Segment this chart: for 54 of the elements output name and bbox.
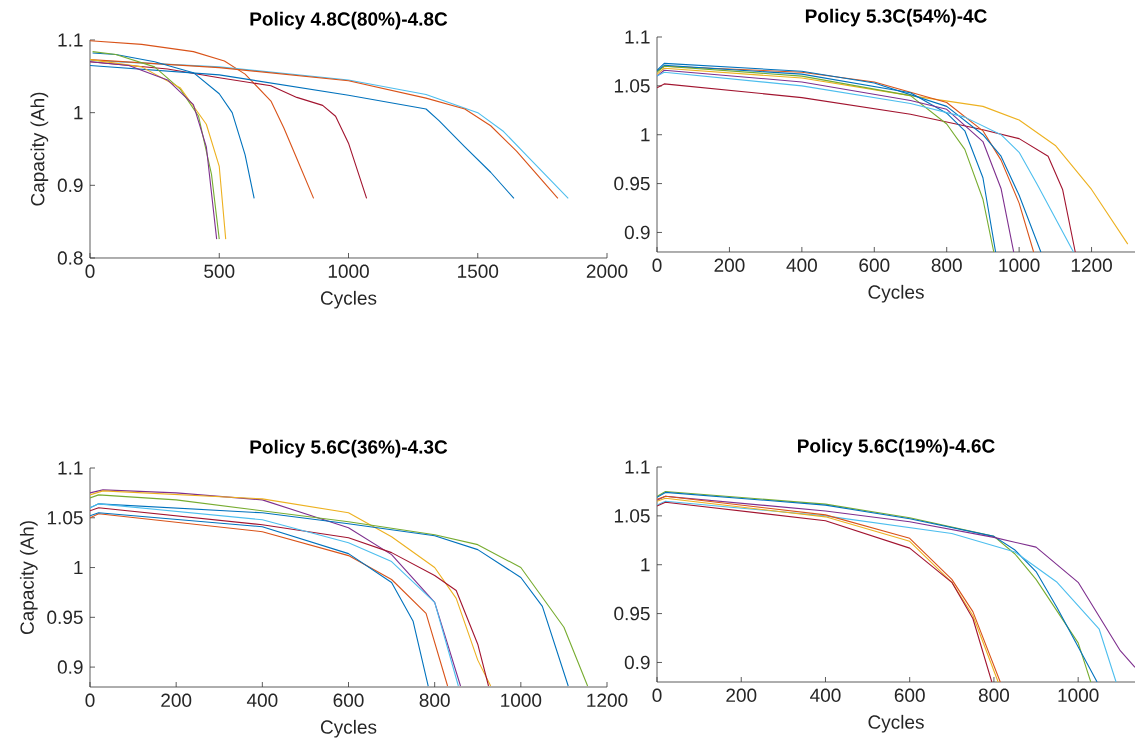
- x-axis-title: Cycles: [320, 719, 377, 738]
- x-tick-label: 400: [246, 693, 278, 707]
- chart-title: Policy 5.6C(36%)-4.3C: [250, 439, 448, 458]
- x-axis-title: Cycles: [868, 284, 924, 303]
- x-tick-label: 1000: [328, 264, 369, 278]
- y-tick-label: 0.9: [57, 660, 83, 674]
- x-tick-label: 1000: [999, 258, 1040, 272]
- x-tick-label: 0: [85, 264, 95, 278]
- x-tick-label: 200: [726, 688, 757, 702]
- y-tick-label: 1.05: [614, 79, 650, 93]
- y-tick-label: 1: [641, 558, 650, 572]
- x-tick-label: 200: [714, 258, 745, 272]
- x-axis-title: Cycles: [868, 714, 924, 733]
- chart-title: Policy 4.8C(80%)-4.8C: [250, 11, 448, 30]
- x-tick-label: 2000: [586, 264, 628, 278]
- x-tick-label: 1500: [458, 264, 499, 278]
- x-tick-label: 600: [333, 693, 364, 707]
- x-tick-label: 1000: [1058, 688, 1099, 702]
- x-tick-label: 500: [204, 264, 235, 278]
- chart-title: Policy 5.3C(54%)-4C: [805, 8, 987, 27]
- x-tick-label: 800: [931, 258, 962, 272]
- y-tick-label: 0.95: [47, 610, 83, 625]
- y-tick-label: 0.95: [614, 176, 650, 191]
- y-tick-label: 1.1: [625, 30, 650, 44]
- y-tick-label: 1: [641, 128, 650, 142]
- x-tick-label: 1200: [587, 693, 628, 707]
- y-tick-label: 1.05: [614, 509, 650, 523]
- x-tick-label: 800: [419, 693, 450, 707]
- x-tick-label: 400: [810, 688, 841, 702]
- y-axis-title: Capacity (Ah): [19, 521, 38, 635]
- x-tick-label: 1000: [501, 693, 542, 707]
- x-tick-label: 200: [161, 693, 192, 707]
- y-tick-label: 1.1: [625, 460, 650, 474]
- y-axis-title: Capacity (Ah): [30, 92, 49, 206]
- x-tick-label: 1200: [1071, 258, 1112, 272]
- y-tick-label: 0.9: [57, 178, 83, 193]
- x-tick-label: 400: [786, 258, 817, 272]
- x-tick-label: 600: [894, 688, 925, 702]
- y-tick-label: 0.8: [57, 251, 83, 265]
- y-tick-label: 0.9: [624, 225, 650, 240]
- x-tick-label: 0: [652, 688, 662, 702]
- y-tick-label: 0.95: [614, 606, 650, 621]
- y-tick-label: 1.1: [58, 461, 83, 475]
- x-tick-label: 600: [859, 258, 890, 272]
- y-tick-label: 1: [74, 561, 83, 575]
- y-tick-label: 1.1: [58, 33, 83, 47]
- chart-title: Policy 5.6C(19%)-4.6C: [798, 438, 995, 457]
- x-tick-label: 800: [978, 688, 1010, 702]
- x-axis-title: Cycles: [320, 290, 377, 309]
- x-tick-label: 0: [652, 258, 662, 272]
- y-tick-label: 0.9: [624, 655, 650, 670]
- x-tick-label: 0: [85, 693, 95, 707]
- y-tick-label: 1.05: [47, 511, 83, 525]
- y-tick-label: 1: [74, 106, 83, 120]
